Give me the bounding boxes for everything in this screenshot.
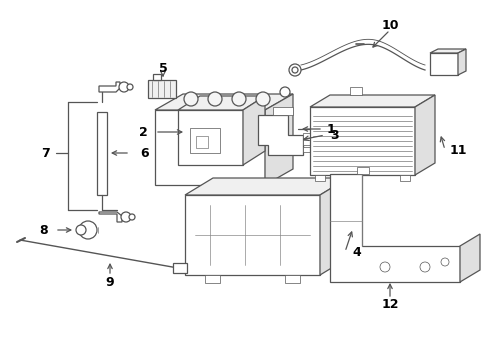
Bar (196, 136, 207, 148)
Text: 8: 8 (40, 224, 48, 237)
Polygon shape (184, 178, 347, 195)
Bar (303, 140, 312, 145)
Circle shape (79, 221, 97, 239)
Bar (204, 275, 220, 283)
Polygon shape (178, 96, 264, 110)
Bar (303, 147, 312, 152)
Polygon shape (155, 94, 292, 110)
Circle shape (280, 87, 289, 97)
Text: 1: 1 (326, 122, 335, 135)
Polygon shape (429, 53, 457, 75)
Text: 3: 3 (329, 129, 338, 141)
Bar (285, 275, 299, 283)
Bar (97, 112, 107, 195)
Polygon shape (459, 234, 479, 282)
Circle shape (291, 67, 297, 73)
Polygon shape (264, 94, 292, 185)
Circle shape (121, 212, 131, 222)
Bar (272, 107, 292, 115)
Polygon shape (319, 178, 347, 275)
Text: 9: 9 (105, 275, 114, 288)
Text: 12: 12 (381, 298, 398, 311)
Polygon shape (457, 49, 465, 75)
Text: 2: 2 (139, 126, 148, 139)
Circle shape (207, 92, 222, 106)
Bar (148, 80, 176, 98)
Polygon shape (184, 195, 319, 275)
Circle shape (129, 214, 135, 220)
Polygon shape (99, 82, 120, 92)
Circle shape (119, 82, 129, 92)
Polygon shape (155, 110, 264, 185)
Bar (356, 167, 368, 174)
Bar (190, 128, 220, 153)
Text: 6: 6 (140, 147, 148, 159)
Text: 5: 5 (158, 62, 167, 75)
Text: 10: 10 (381, 18, 398, 32)
Text: 7: 7 (41, 147, 49, 159)
Circle shape (419, 262, 429, 272)
Circle shape (76, 225, 86, 235)
Circle shape (288, 64, 301, 76)
Bar (153, 74, 161, 80)
Circle shape (379, 262, 389, 272)
Text: 4: 4 (351, 246, 360, 258)
Bar (303, 133, 312, 138)
Polygon shape (309, 107, 414, 175)
Circle shape (183, 92, 198, 106)
Text: 11: 11 (449, 144, 467, 157)
Bar (399, 175, 409, 181)
Circle shape (256, 92, 269, 106)
Circle shape (127, 84, 133, 90)
Polygon shape (178, 110, 243, 165)
Circle shape (231, 92, 245, 106)
Circle shape (440, 258, 448, 266)
Bar (349, 87, 361, 95)
Polygon shape (99, 212, 122, 222)
Polygon shape (243, 96, 264, 165)
Polygon shape (329, 174, 459, 282)
Polygon shape (258, 115, 303, 155)
Bar (173, 263, 186, 273)
Bar (314, 175, 325, 181)
Polygon shape (414, 95, 434, 175)
Polygon shape (309, 95, 434, 107)
Polygon shape (429, 49, 465, 53)
